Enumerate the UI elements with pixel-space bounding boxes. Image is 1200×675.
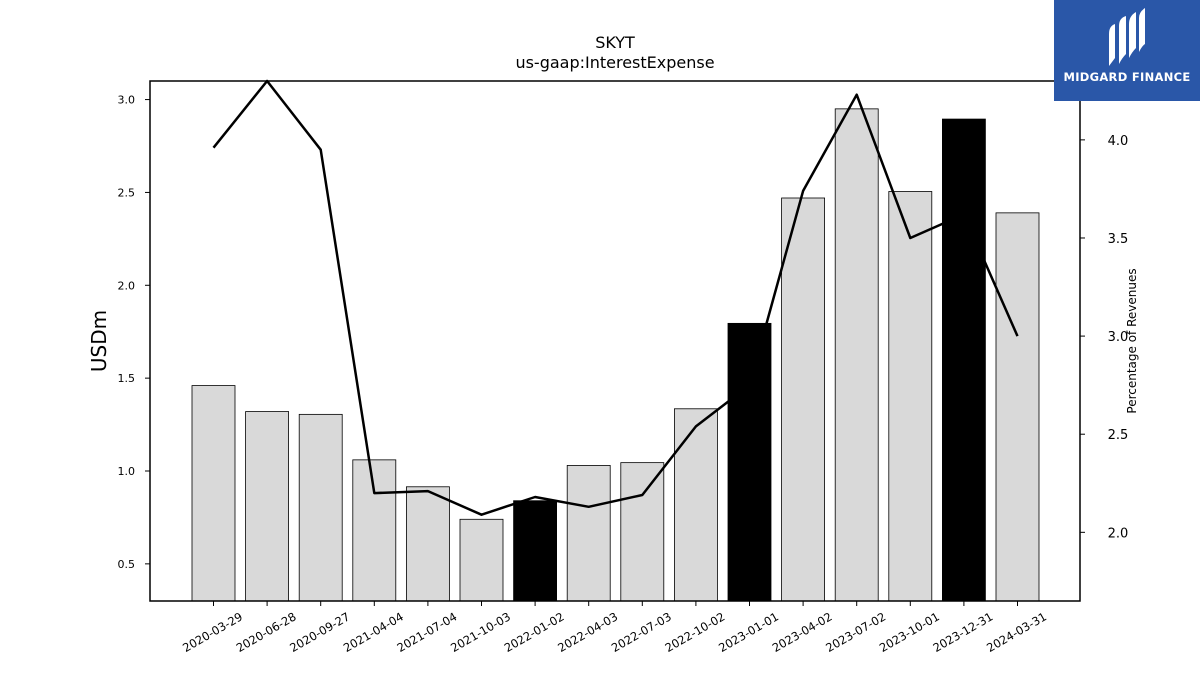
bar-2023-04-02 [781, 197, 825, 602]
y2-axis-label: Percentage of Revenues [1125, 268, 1139, 413]
x-tick-label: 2020-03-29 [180, 609, 245, 655]
bar-2023-10-01 [888, 191, 933, 602]
x-axis: 2020-03-292020-06-282020-09-272021-04-04… [180, 601, 1049, 655]
chart-subtitle: us-gaap:InterestExpense [515, 53, 714, 72]
x-tick-label: 2020-06-28 [234, 609, 299, 655]
bar-2022-10-02 [674, 408, 718, 602]
x-tick-label: 2022-01-02 [502, 609, 567, 655]
x-tick-label: 2021-07-04 [395, 609, 460, 655]
x-tick-label: 2023-01-01 [716, 609, 781, 655]
x-tick-label: 2023-12-31 [931, 609, 996, 655]
midgard-logo-icon [1109, 8, 1145, 66]
bar-2021-04-04 [352, 459, 397, 602]
bar-2020-06-28 [245, 411, 290, 602]
y-axis-left: 0.5 1.0 1.5 2.0 2.5 3.0 [118, 94, 150, 571]
x-tick-label: 2023-07-02 [823, 609, 888, 655]
y2-tick-label: 3.5 [1108, 232, 1129, 247]
x-tick-label: 2024-03-31 [984, 609, 1049, 655]
x-tick-label: 2022-10-02 [663, 609, 728, 655]
x-tick-label: 2021-10-03 [448, 609, 513, 655]
bar-2022-01-02 [513, 500, 557, 602]
y2-tick-label: 2.0 [1108, 526, 1129, 541]
bar-2021-10-03 [459, 518, 504, 602]
bar-2020-09-27 [298, 413, 343, 602]
bar-2023-07-02 [834, 108, 879, 602]
y2-tick-label: 2.5 [1108, 428, 1129, 443]
y-axis-label: USDm [87, 310, 111, 372]
chart-title: SKYT [595, 33, 635, 52]
x-tick-label: 2023-04-02 [770, 609, 835, 655]
y2-tick-label: 4.0 [1108, 134, 1129, 149]
bars-group [191, 108, 1040, 602]
bar-2022-07-03 [620, 462, 665, 602]
bar-2023-01-01 [727, 322, 772, 602]
x-tick-label: 2022-04-03 [555, 609, 620, 655]
x-tick-label: 2022-07-03 [609, 609, 674, 655]
y-tick-label: 3.0 [118, 94, 136, 107]
y-tick-label: 2.0 [118, 279, 136, 292]
y2-tick-label: 3.0 [1108, 330, 1129, 345]
y-tick-label: 2.5 [118, 186, 136, 199]
logo-brand-text: MIDGARD FINANCE [1063, 70, 1191, 84]
bar-2022-04-03 [566, 465, 611, 602]
percentage-line [212, 79, 1019, 516]
bar-2023-12-31 [942, 118, 986, 602]
line-group [212, 79, 1019, 516]
x-tick-label: 2021-04-04 [341, 609, 406, 655]
y-tick-label: 1.0 [118, 465, 136, 478]
y-axis-right: 2.0 2.5 3.0 3.5 4.0 [1080, 134, 1128, 541]
y-tick-label: 0.5 [118, 558, 136, 571]
plot-frame [149, 80, 1081, 602]
x-tick-label: 2020-09-27 [287, 609, 352, 655]
x-tick-label: 2023-10-01 [877, 609, 942, 655]
bar-2021-07-04 [405, 486, 450, 602]
bar-2024-03-31 [995, 212, 1040, 602]
bar-2020-03-29 [191, 385, 236, 602]
y-tick-label: 1.5 [118, 372, 136, 385]
midgard-finance-logo: MIDGARD FINANCE [1054, 0, 1200, 101]
